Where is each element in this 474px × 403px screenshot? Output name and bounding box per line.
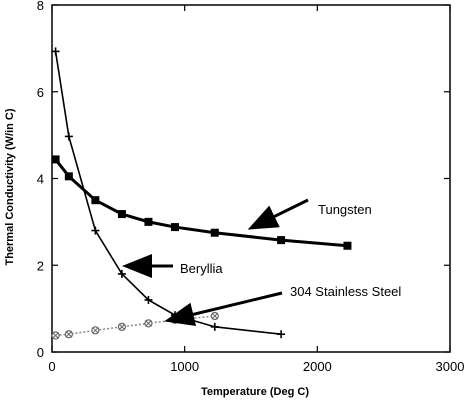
- tungsten-point: [210, 228, 219, 237]
- y-tick-label: 2: [37, 258, 44, 273]
- 304-stainless-steel-point-x2: [65, 330, 73, 338]
- tungsten-point: [277, 236, 286, 245]
- y-tick-label: 8: [37, 0, 44, 13]
- 304-stainless-steel-point: [91, 326, 100, 335]
- beryllia-point: [91, 226, 100, 235]
- beryllia-line: [54, 51, 282, 336]
- 304-stainless-steel-point-x2: [92, 326, 99, 334]
- 304-stainless-steel-point-x2: [52, 332, 59, 339]
- 304-stainless-steel-point-x2: [118, 323, 126, 331]
- 304-stainless-steel-point-x2: [211, 312, 219, 320]
- tungsten-point: [170, 223, 179, 232]
- x-tick-label: 2000: [303, 359, 332, 374]
- y-axis-title: Thermal Conductivity (W/in C): [4, 108, 16, 265]
- 304-stainless-steel-annotation-arrow: [164, 291, 283, 327]
- beryllia-point: [51, 47, 60, 56]
- tungsten-annotation-arrow: [247, 198, 309, 230]
- x-tick-label: 3000: [436, 359, 465, 374]
- tungsten-annotation-label: Tungsten: [318, 202, 372, 217]
- tungsten-point: [144, 217, 153, 226]
- tungsten-point: [91, 196, 100, 205]
- tick-labels: 0 1000 2000 3000 0 2 4 6 8: [37, 0, 465, 374]
- x-axis-title: Temperature (Deg C): [201, 386, 309, 398]
- beryllia-point: [64, 132, 73, 141]
- tungsten-point: [51, 155, 60, 164]
- axis-ticks: [51, 4, 451, 353]
- x-tick-label: 1000: [170, 359, 199, 374]
- annotations: Tungsten Beryllia 304 Stainless Steel: [122, 198, 401, 327]
- y-tick-label: 4: [37, 172, 44, 187]
- 304-stainless-steel-point: [51, 331, 60, 340]
- beryllia-annotation-label: Beryllia: [180, 261, 223, 276]
- beryllia-point: [210, 322, 219, 331]
- 304-stainless-steel-point: [210, 311, 219, 321]
- 304-stainless-steel-point-x2: [145, 320, 152, 327]
- 304-stainless-steel-annotation-label: 304 Stainless Steel: [290, 284, 401, 299]
- 304-stainless-steel-point: [117, 322, 127, 331]
- tungsten-point: [64, 172, 73, 181]
- y-tick-label: 6: [37, 85, 44, 100]
- x-tick-label: 0: [48, 359, 55, 374]
- beryllia-point: [144, 295, 153, 304]
- tungsten-point: [117, 210, 126, 219]
- 304-stainless-steel-line: [55, 315, 215, 337]
- y-tick-label: 0: [37, 345, 44, 360]
- 304-stainless-steel-point: [144, 319, 153, 328]
- series-markers: [51, 47, 352, 340]
- beryllia-point: [277, 330, 286, 339]
- 304-stainless-steel-point: [64, 330, 73, 339]
- tungsten-point: [343, 241, 352, 250]
